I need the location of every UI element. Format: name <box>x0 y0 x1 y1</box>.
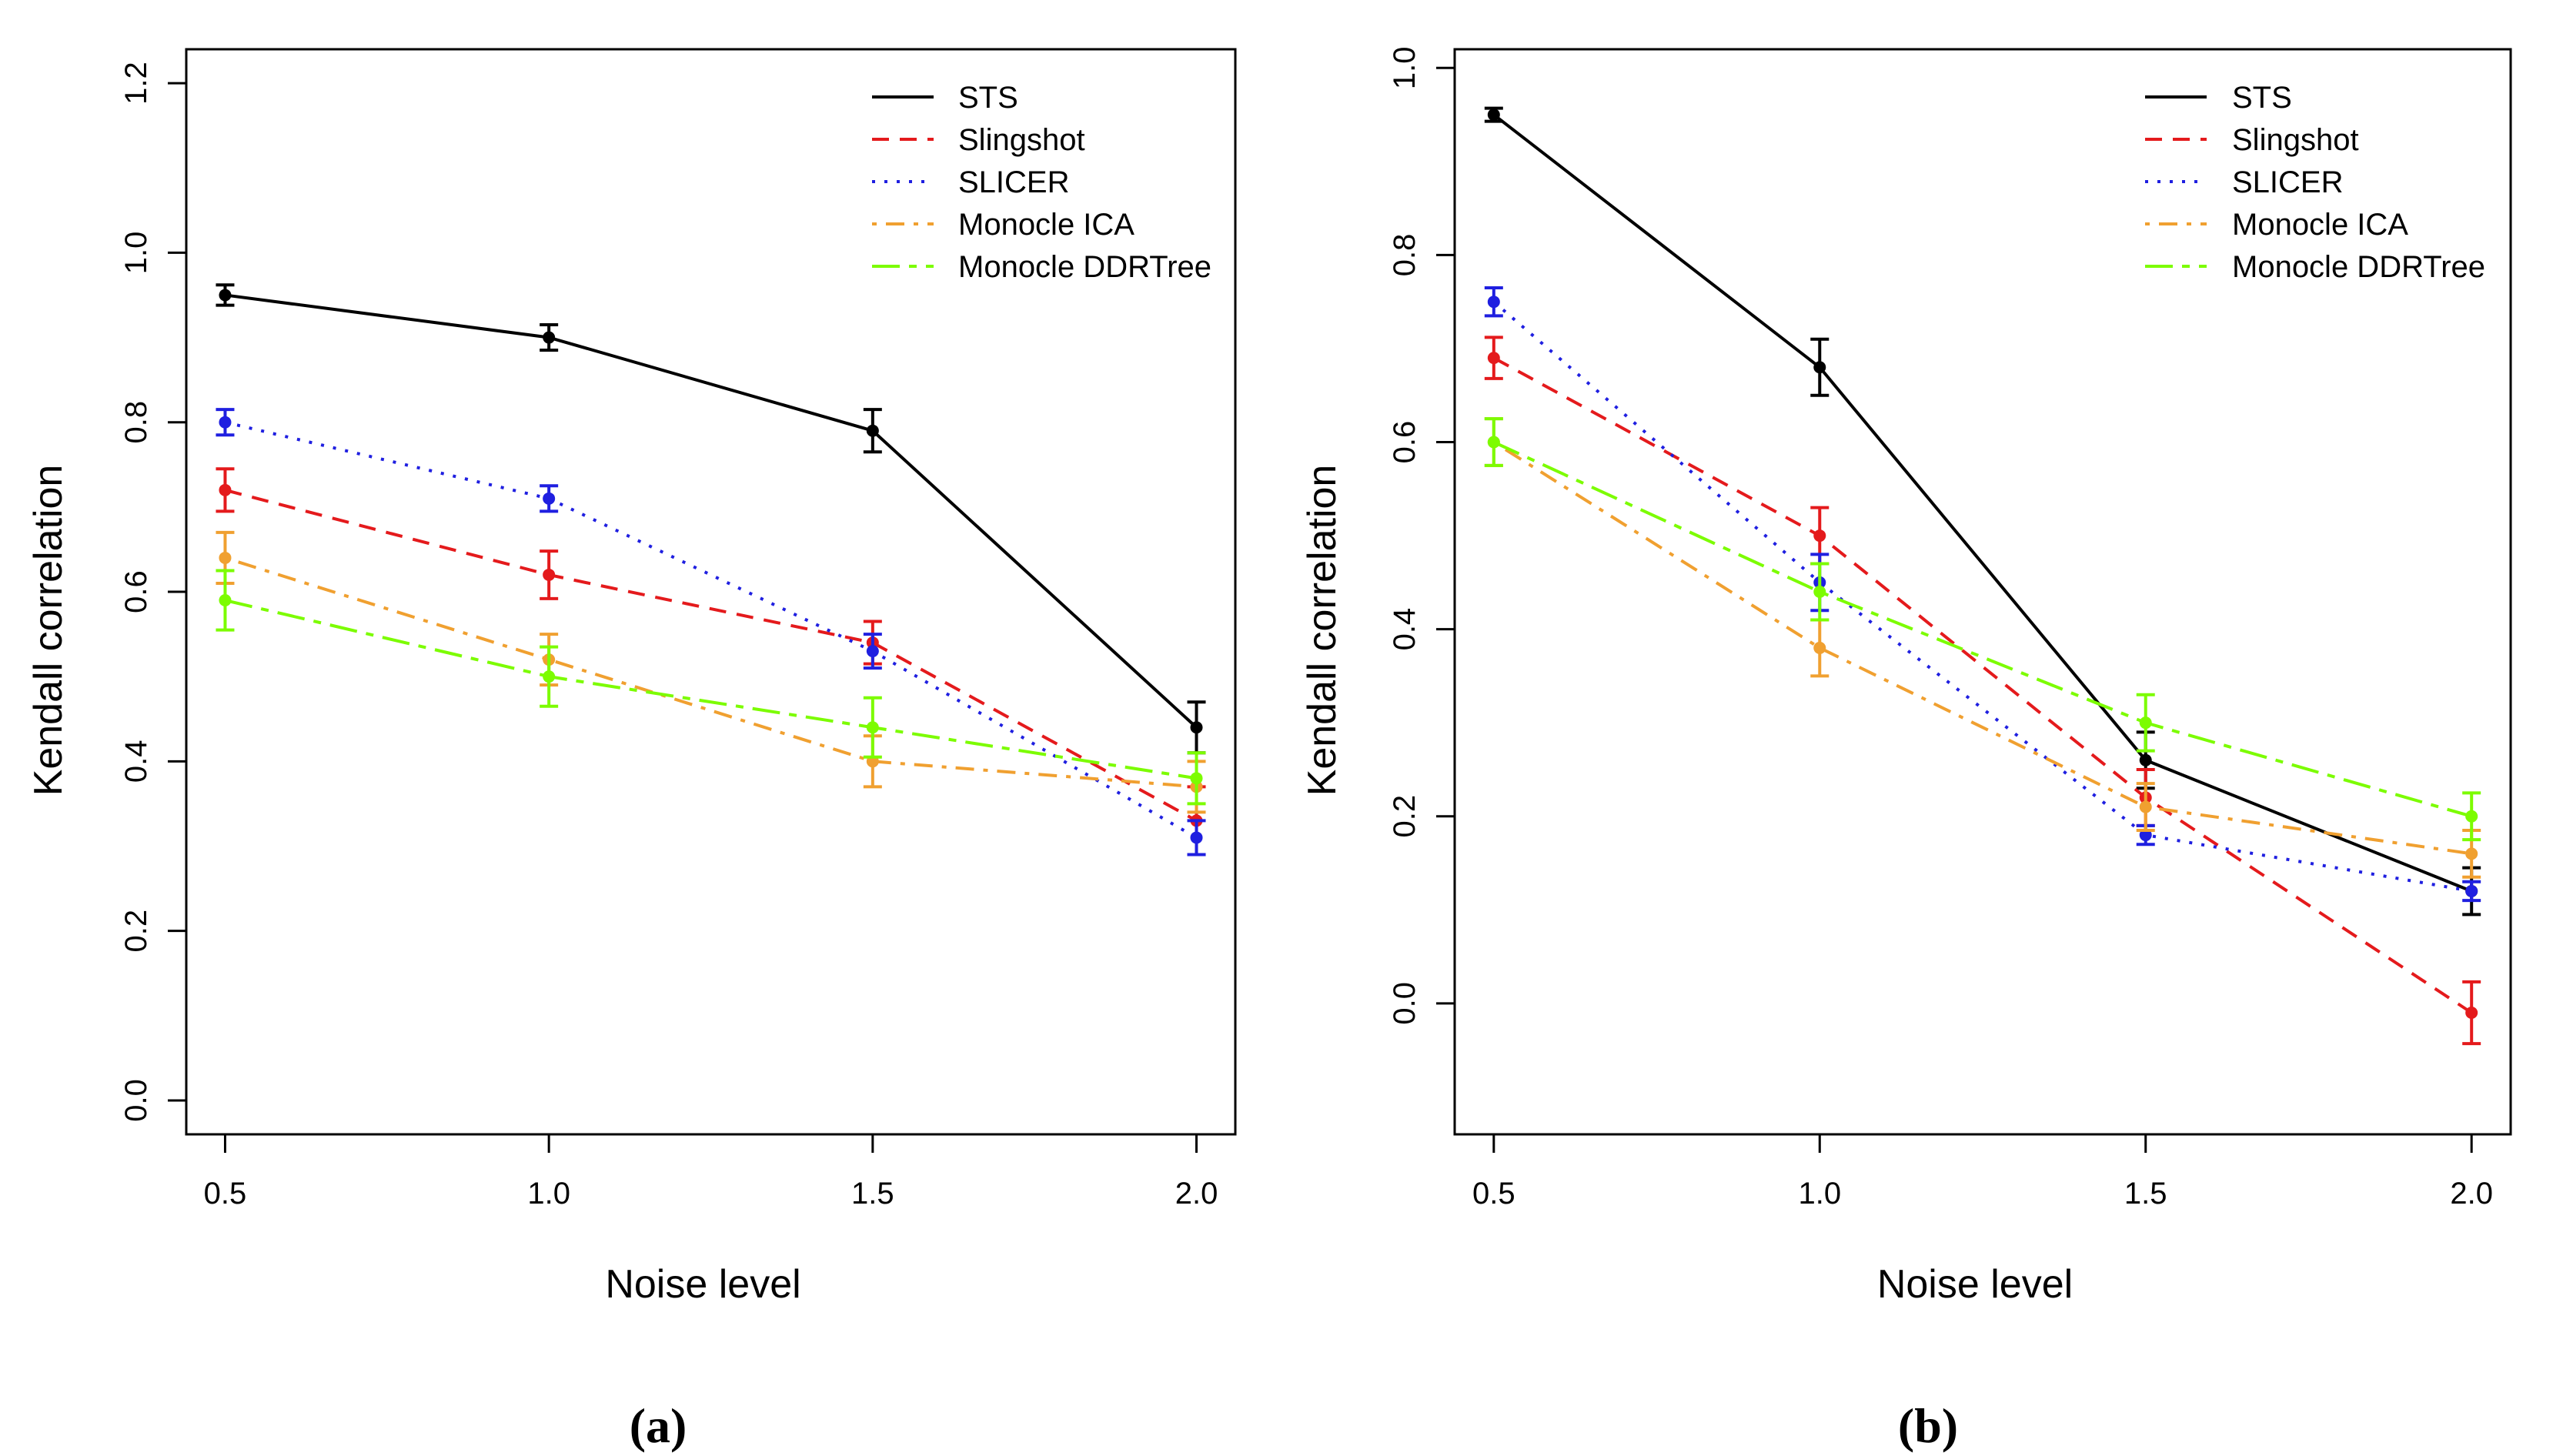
y-tick-label: 0.6 <box>1388 421 1422 464</box>
data-point <box>219 416 232 429</box>
data-point <box>219 594 232 607</box>
legend: STS Slingshot SLICER Monocle ICA Monocle DDR… <box>872 81 1211 284</box>
y-tick-label: 0.0 <box>1388 982 1422 1025</box>
x-axis-label: Noise level <box>1877 1262 2073 1307</box>
panel-label: (b) <box>1898 1398 1958 1453</box>
x-tick-label: 1.0 <box>1798 1177 1841 1211</box>
x-tick-label: 2.0 <box>2450 1177 2493 1211</box>
series-line <box>225 599 1197 780</box>
data-point <box>2139 753 2152 766</box>
data-point <box>866 424 879 437</box>
y-tick-label: 0.4 <box>1388 608 1422 651</box>
y-tick-label: 0.4 <box>119 740 153 783</box>
data-point <box>543 331 556 344</box>
data-point <box>1813 641 1826 654</box>
x-tick-label: 1.5 <box>851 1177 894 1211</box>
data-point <box>1487 296 1500 309</box>
legend-label: Monocle ICA <box>2232 208 2408 242</box>
data-point <box>543 492 556 505</box>
series-line <box>224 556 1197 789</box>
data-point <box>1487 109 1500 122</box>
legend-label: Monocle DDRTree <box>958 250 1211 284</box>
data-point <box>1813 586 1826 598</box>
data-point <box>2465 884 2478 897</box>
x-tick-label: 1.0 <box>527 1177 570 1211</box>
legend-label: STS <box>2232 81 2292 115</box>
data-point <box>2139 829 2152 842</box>
series-line <box>1492 113 2472 893</box>
panel-label: (a) <box>630 1398 687 1453</box>
data-point <box>219 551 232 564</box>
y-axis-label: Kendall correlation <box>1300 465 1345 796</box>
series-line <box>1492 356 2473 1014</box>
data-point <box>1813 361 1826 374</box>
legend-label: SLICER <box>958 165 1070 199</box>
chart-panel-a: 0.5 1.0 1.5 2.0 0.0 0.2 0.4 0.6 0.8 1.0 1.2 Noise l… <box>26 48 1237 1453</box>
data-point <box>2465 1006 2478 1019</box>
series-slicer <box>1484 286 2481 903</box>
legend-label: Monocle ICA <box>958 208 1134 242</box>
legend-label: Slingshot <box>2232 123 2359 157</box>
data-point <box>1813 529 1826 543</box>
series-line <box>1492 300 2472 893</box>
data-point <box>1190 831 1203 844</box>
y-tick-label: 0.2 <box>119 910 153 953</box>
x-axis-label: Noise level <box>605 1262 800 1307</box>
series-slingshot <box>216 467 1206 857</box>
series-monocle-ica <box>216 530 1206 814</box>
series-line <box>1492 440 2472 818</box>
legend-label: Monocle DDRTree <box>2232 250 2485 284</box>
y-tick-label: 0.8 <box>1388 234 1422 277</box>
chart-panel-b: 0.5 1.0 1.5 2.0 0.0 0.2 0.4 0.6 0.8 1.0 Noise leve… <box>1300 47 2512 1453</box>
x-tick-label: 2.0 <box>1175 1177 1218 1211</box>
data-point <box>543 568 556 581</box>
legend-label: STS <box>958 81 1018 115</box>
y-tick-label: 0.2 <box>1388 795 1422 838</box>
series-monocle-ica <box>1484 417 2481 879</box>
series-line <box>225 293 1198 729</box>
data-point <box>219 483 232 496</box>
y-tick-label: 0.6 <box>119 570 153 613</box>
data-point <box>2465 847 2478 860</box>
series-slicer <box>216 408 1206 857</box>
data-point <box>1190 772 1203 785</box>
series-monocle-ddrtree <box>1484 417 2481 842</box>
plot-frame <box>1453 48 2512 1136</box>
x-tick-label: 0.5 <box>204 1177 247 1211</box>
legend: STS Slingshot SLICER Monocle ICA Monocle DDR… <box>2145 81 2485 284</box>
legend-label: Slingshot <box>958 123 1085 157</box>
x-tick-label: 1.5 <box>2124 1177 2167 1211</box>
data-point <box>1487 352 1500 365</box>
series-monocle-ddrtree <box>216 569 1206 806</box>
data-point <box>543 670 556 683</box>
y-tick-label: 1.0 <box>1388 47 1422 90</box>
y-tick-label: 0.0 <box>119 1079 153 1122</box>
data-point <box>1487 436 1500 449</box>
data-point <box>2139 800 2152 813</box>
y-tick-label: 0.8 <box>119 401 153 444</box>
data-point <box>219 289 232 302</box>
data-point <box>1190 721 1203 734</box>
y-tick-label: 1.2 <box>119 62 153 105</box>
legend-label: SLICER <box>2232 165 2344 199</box>
y-tick-label: 1.0 <box>119 232 153 275</box>
series-line <box>224 488 1198 823</box>
data-point <box>866 721 879 734</box>
series-line <box>1492 440 2472 856</box>
data-point <box>866 645 879 658</box>
y-axis-label: Kendall correlation <box>26 465 71 796</box>
data-point <box>2139 716 2152 730</box>
series-sts <box>216 283 1206 755</box>
series-slingshot <box>1484 336 2481 1046</box>
data-point <box>2465 810 2478 823</box>
x-tick-label: 0.5 <box>1472 1177 1515 1211</box>
